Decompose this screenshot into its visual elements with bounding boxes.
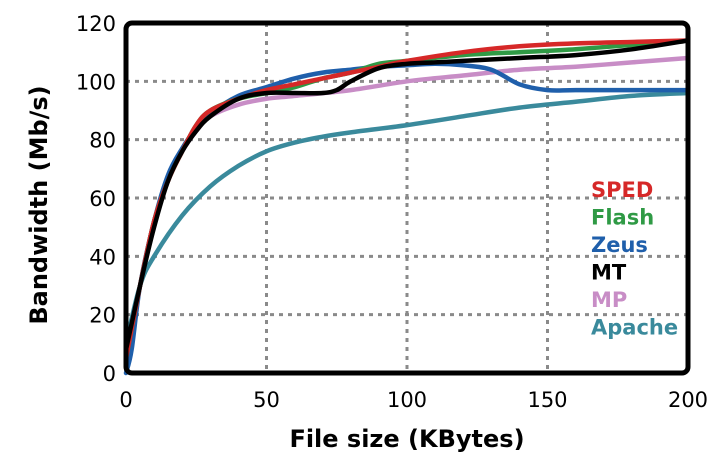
series-line-apache: [123, 90, 691, 347]
x-tick-label: 50: [253, 388, 280, 412]
y-tick-label: 100: [76, 70, 116, 94]
x-axis-title: File size (KBytes): [289, 425, 524, 453]
x-tick-label: 0: [119, 388, 132, 412]
y-tick-label: 0: [103, 362, 116, 386]
legend-entry-apache: Apache: [591, 316, 678, 340]
grid-lines: [126, 23, 688, 373]
y-tick-label: 80: [89, 129, 116, 153]
series-lines: [123, 38, 691, 376]
y-tick-label: 120: [76, 12, 116, 36]
x-tick-label: 200: [668, 388, 708, 412]
series-line-mt: [123, 38, 691, 352]
y-tick-label: 60: [89, 187, 116, 211]
y-tick-label: 40: [89, 245, 116, 269]
x-tick-labels: 0 50 100 150 200: [119, 388, 708, 412]
legend-entry-zeus: Zeus: [591, 233, 648, 257]
y-axis-title: Bandwidth (Mb/s): [25, 85, 53, 324]
legend: SPED Flash Zeus MT MP Apache: [591, 178, 678, 340]
y-tick-labels: 0 20 40 60 80 100 120: [76, 12, 116, 386]
x-tick-label: 100: [387, 388, 427, 412]
legend-entry-mp: MP: [591, 288, 627, 312]
y-tick-label: 20: [89, 304, 116, 328]
legend-entry-mt: MT: [591, 261, 627, 285]
legend-entry-sped: SPED: [591, 178, 653, 202]
x-tick-label: 150: [527, 388, 567, 412]
plot-frame: [123, 20, 691, 376]
legend-entry-flash: Flash: [591, 206, 654, 230]
